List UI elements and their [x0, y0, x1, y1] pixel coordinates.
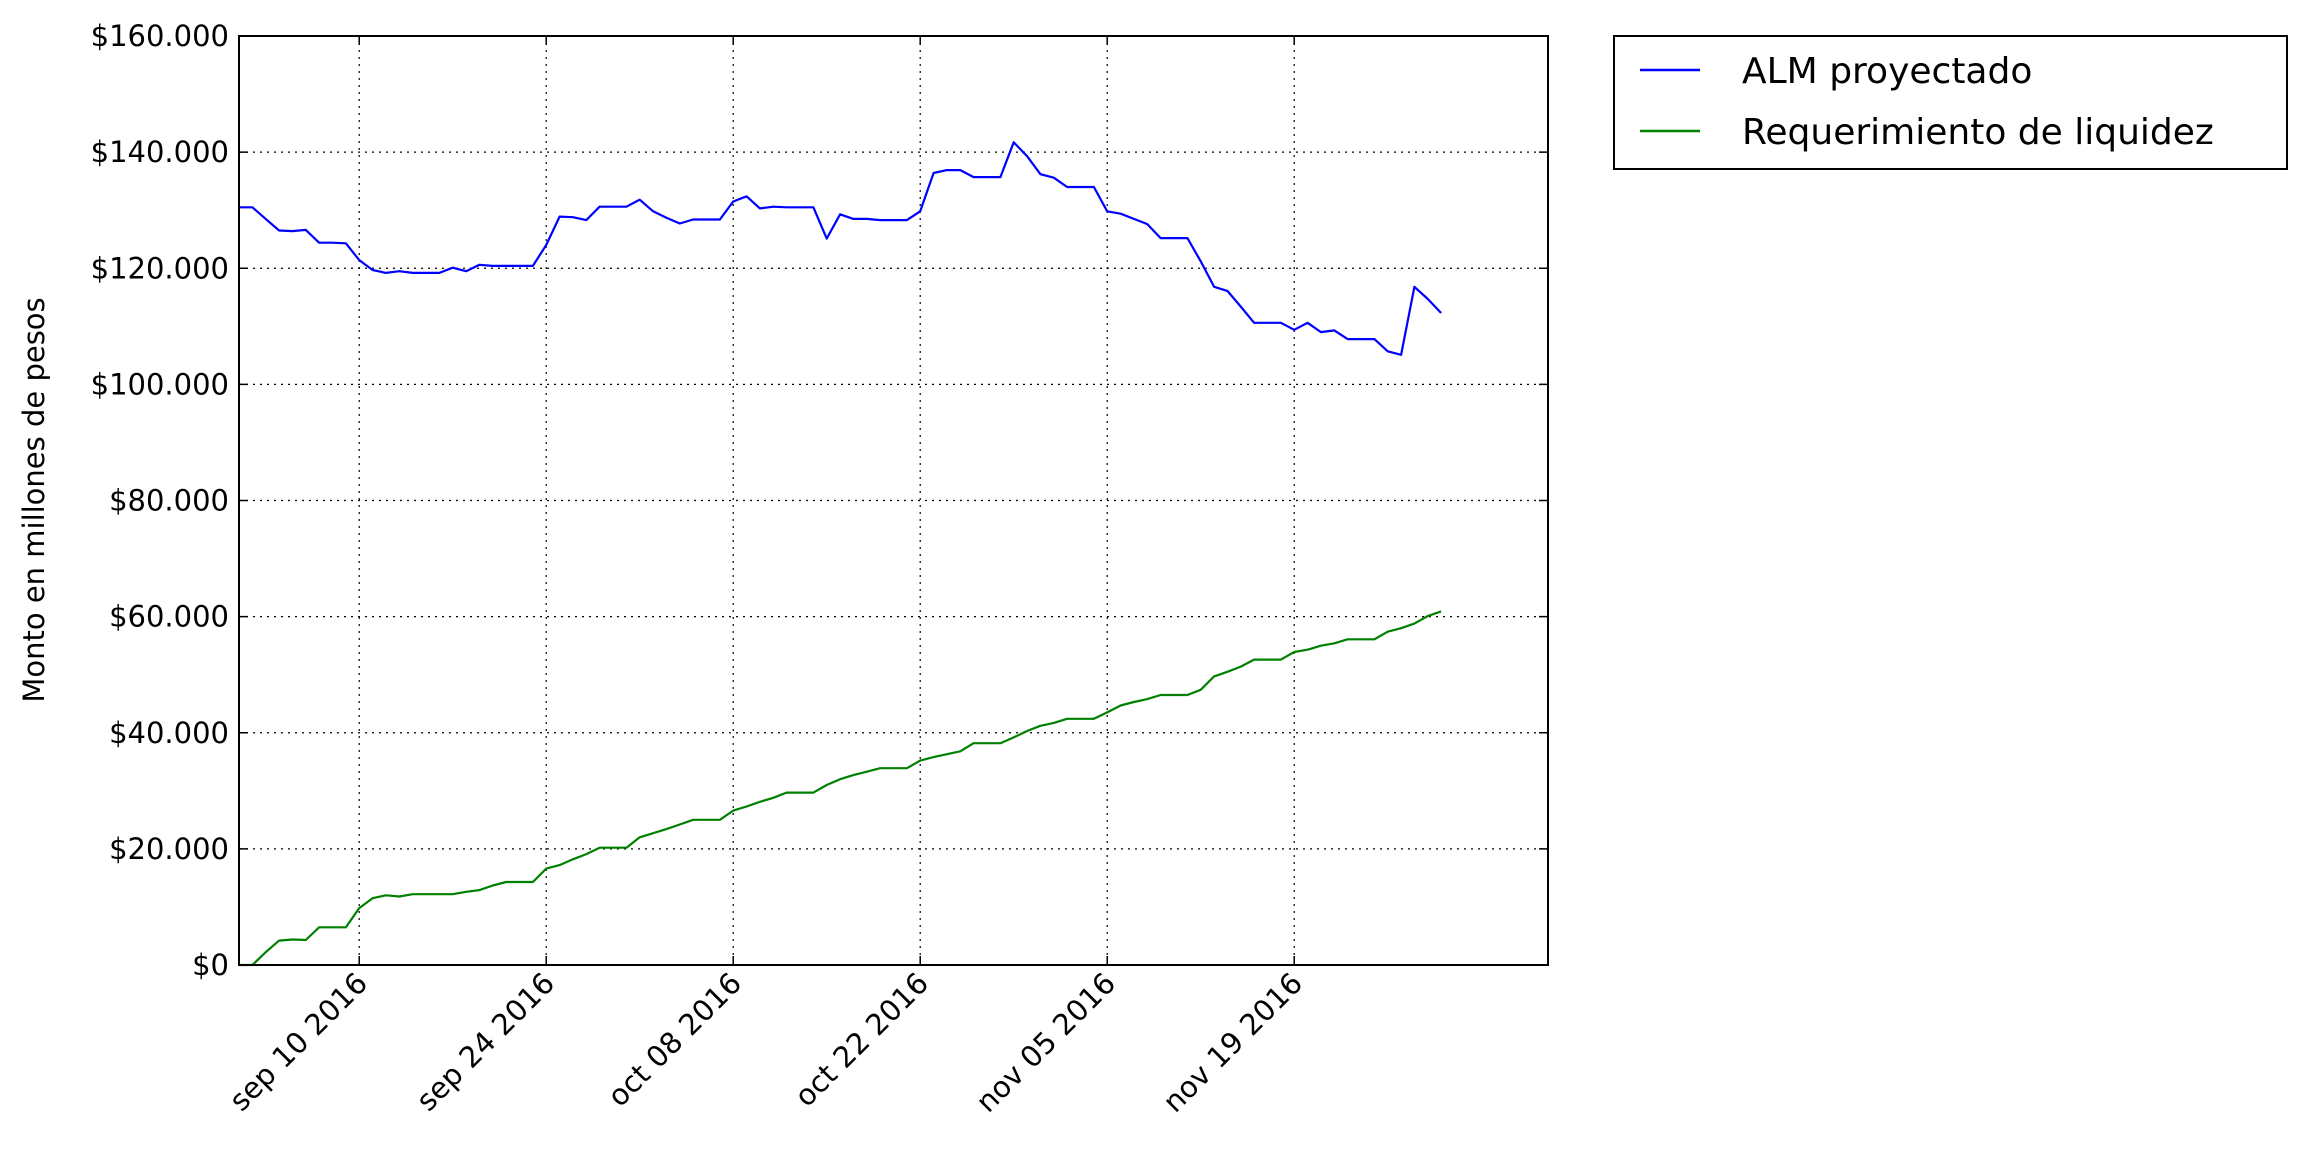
y-tick-label: $80.000 [109, 484, 229, 518]
series-line-alm-proyectado [239, 141, 1442, 356]
grid-lines [239, 36, 1548, 965]
series-lines [239, 141, 1442, 967]
y-tick-label: $60.000 [109, 600, 229, 634]
legend-label-requerimiento-de-liquidez: Requerimiento de liquidez [1742, 112, 2214, 153]
y-tick-label: $120.000 [91, 251, 229, 285]
y-tick-label: $0 [192, 948, 229, 982]
series-line-requerimiento-de-liquidez [239, 610, 1442, 967]
y-tick-label: $160.000 [91, 19, 229, 53]
legend-box [1613, 35, 2288, 170]
y-tick-label: $100.000 [91, 367, 229, 401]
legend: ALM proyectado Requerimiento de liquidez [1613, 35, 2288, 170]
legend-label-alm-proyectado: ALM proyectado [1742, 51, 2032, 92]
y-tick-label: $140.000 [91, 135, 229, 169]
y-axis-tick-labels: $0 $20.000 $40.000 $60.000 $80.000 $100.000 $1… [91, 19, 229, 982]
y-axis-title: Monto en millones de pesos [17, 297, 51, 702]
axis-ticks [239, 35, 1548, 966]
y-tick-label: $20.000 [109, 832, 229, 866]
y-tick-label: $40.000 [109, 716, 229, 750]
